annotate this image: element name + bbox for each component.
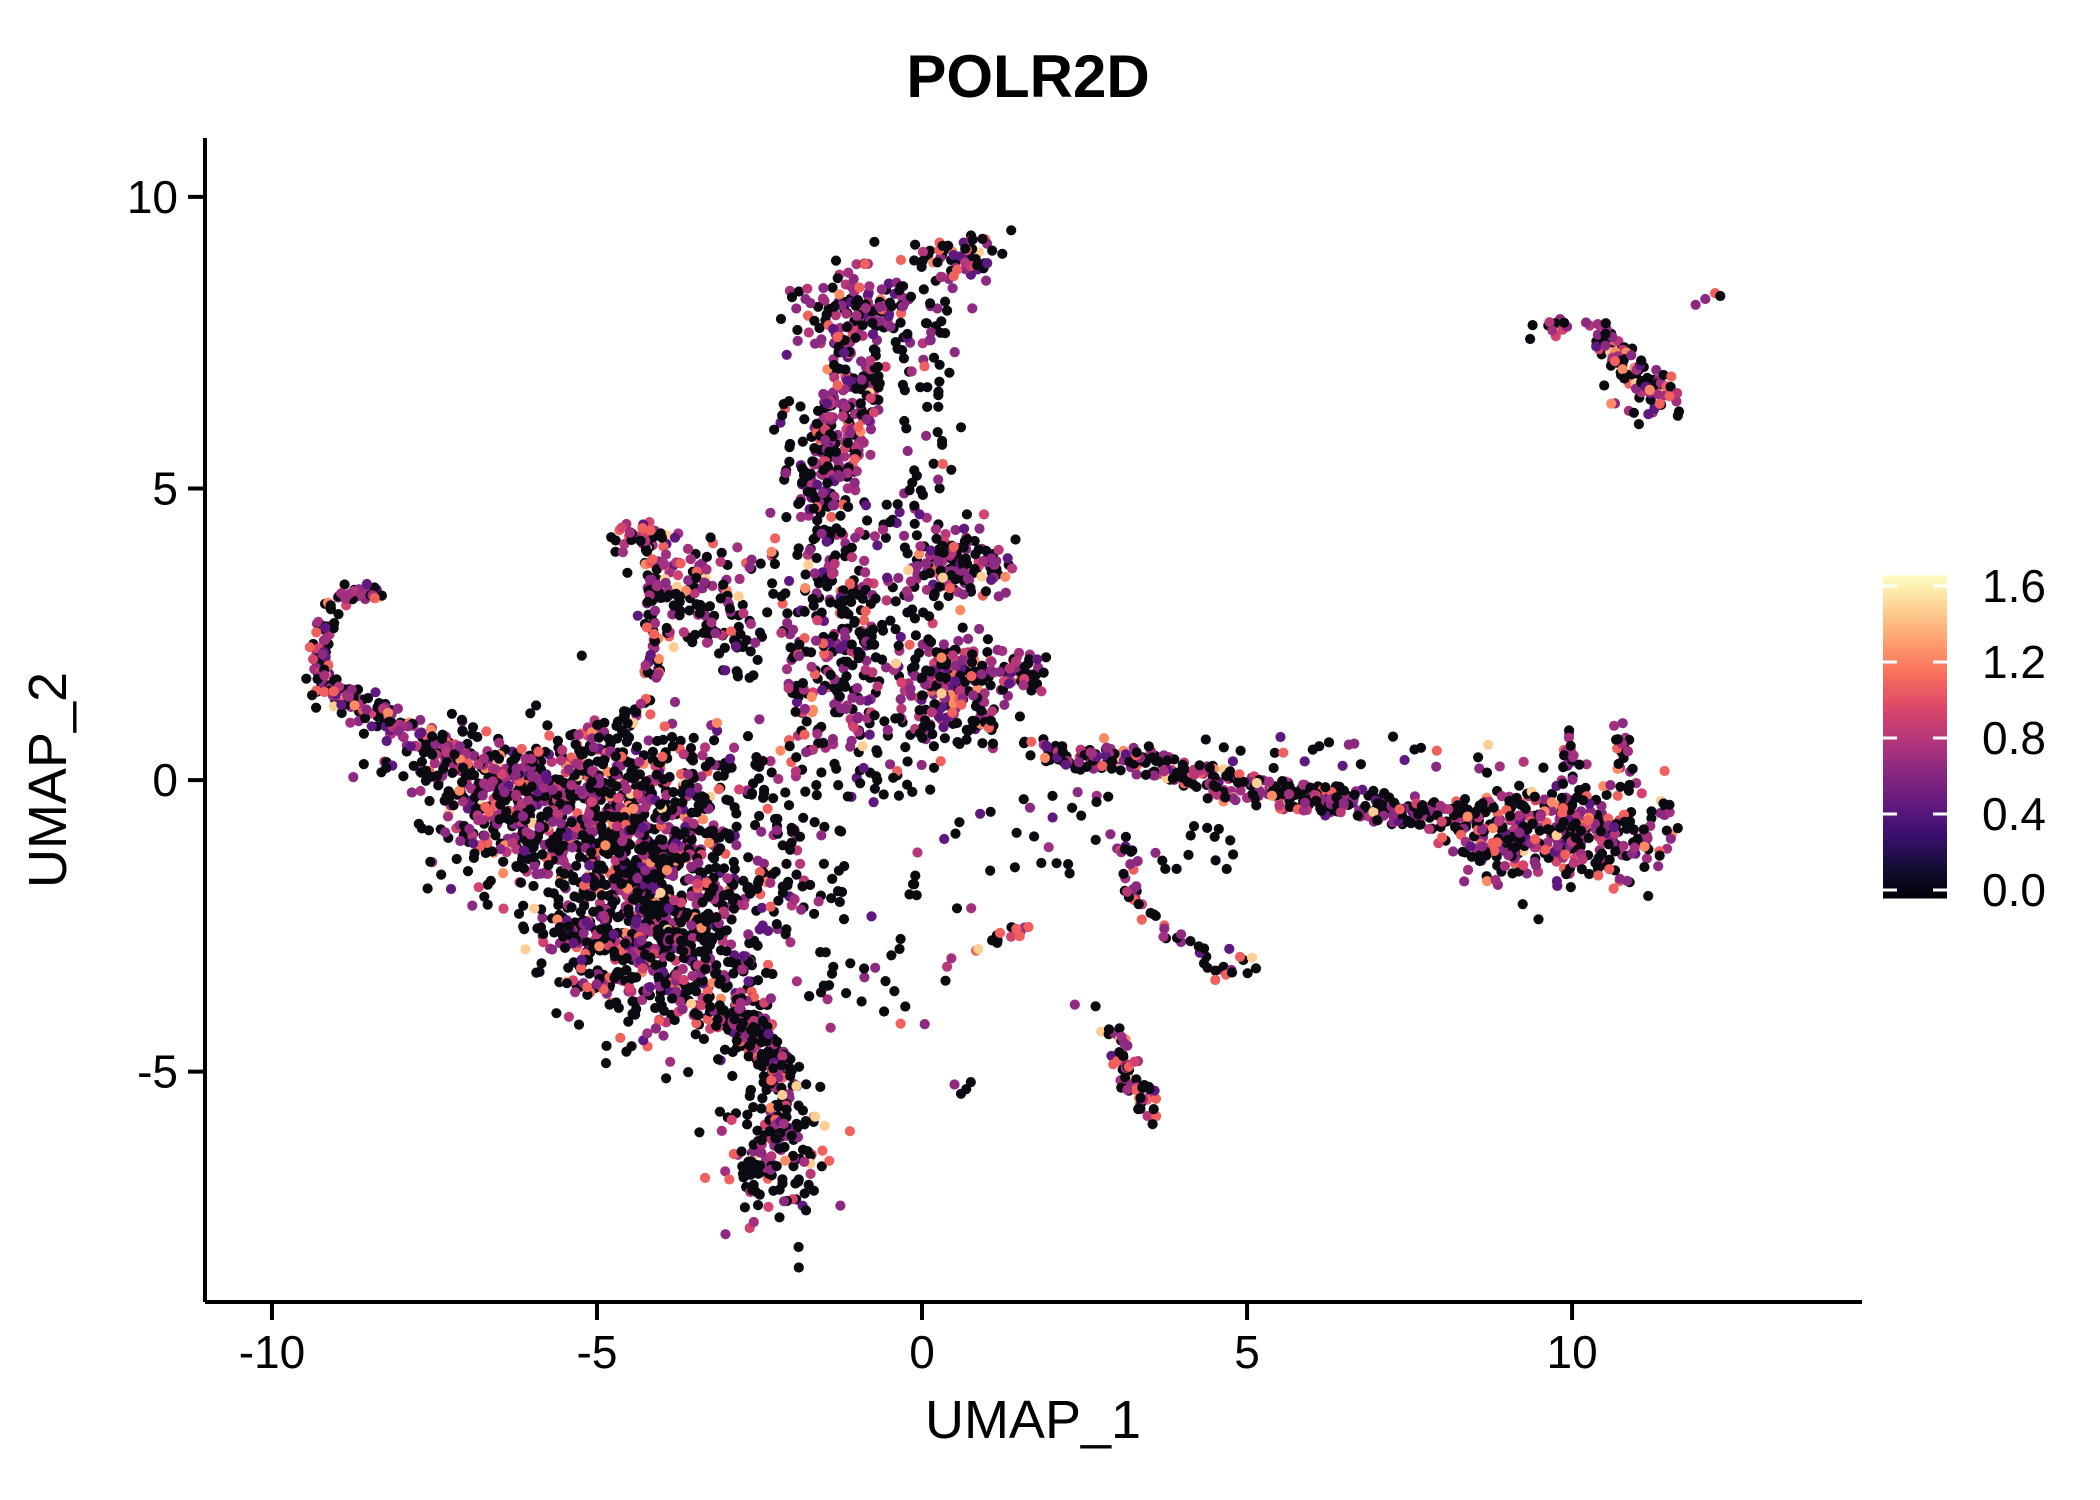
- legend-tick-label: 0.4: [1982, 788, 2046, 840]
- x-tick-label: 5: [1234, 1326, 1260, 1378]
- scatter-points: [301, 225, 1726, 1273]
- y-axis-title: UMAP_2: [18, 672, 78, 888]
- legend-colorbar: 1.6 1.2 0.8 0.4 0.0: [1883, 560, 2046, 916]
- x-tick-label: 10: [1546, 1326, 1597, 1378]
- axes: -10 -5 0 5 10 10 5 0 -5: [127, 138, 1862, 1378]
- y-tick-label: 5: [152, 462, 178, 514]
- y-tick-label: 0: [152, 754, 178, 806]
- plot-title: POLR2D: [906, 43, 1149, 110]
- legend-tick-label: 0.0: [1982, 864, 2046, 916]
- legend-tick-label: 0.8: [1982, 712, 2046, 764]
- legend-tick-label: 1.2: [1982, 636, 2046, 688]
- x-tick-label: 0: [909, 1326, 935, 1378]
- legend-tick-label: 1.6: [1982, 560, 2046, 612]
- y-tick-label: 10: [127, 171, 178, 223]
- x-axis-title: UMAP_1: [925, 1390, 1141, 1450]
- y-tick-label: -5: [137, 1046, 178, 1098]
- x-tick-label: -5: [577, 1326, 618, 1378]
- x-tick-label: -10: [239, 1326, 305, 1378]
